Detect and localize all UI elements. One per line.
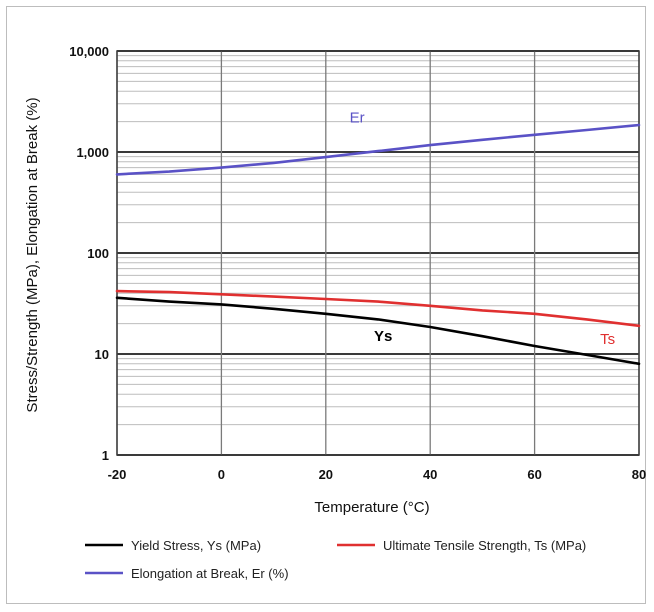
x-axis-label: Temperature (°C)	[314, 499, 429, 516]
y-tick-label: 1	[102, 448, 109, 463]
chart-frame: Ys Ts Er -20 0 20 40 60 80 1 10 100 1,000 10,000 Te…	[6, 6, 646, 604]
series-line-3	[115, 123, 641, 176]
x-tick-label: 0	[218, 467, 225, 482]
legend: Yield Stress, Ys (MPa) Ultimate Tensile S…	[85, 538, 586, 581]
plot-area	[116, 50, 640, 456]
y-tick-label: 100	[87, 246, 109, 261]
x-tick-label: 80	[632, 467, 646, 482]
minor-gridlines	[117, 55, 639, 426]
x-tick-label: 40	[423, 467, 437, 482]
y-tick-label: 10,000	[69, 44, 109, 59]
legend-label-3: Elongation at Break, Er (%)	[131, 566, 289, 581]
series-label-2: Ts	[600, 331, 615, 348]
x-axis-ticks: -20 0 20 40 60 80	[108, 467, 647, 482]
line-chart: Ys Ts Er -20 0 20 40 60 80 1 10 100 1,000 10,000 Te…	[24, 44, 647, 581]
series-labels: Ys Ts Er	[350, 110, 616, 349]
y-axis-label: Stress/Strength (MPa), Elongation at Bre…	[24, 97, 41, 412]
legend-label-2: Ultimate Tensile Strength, Ts (MPa)	[383, 538, 586, 553]
y-axis-ticks: 1 10 100 1,000 10,000	[69, 44, 109, 463]
y-tick-label: 1,000	[76, 145, 109, 160]
series-layer	[115, 123, 641, 366]
plot-border	[116, 50, 640, 456]
series-label-3: Er	[350, 110, 365, 127]
series-line-1	[115, 296, 641, 366]
series-label-1: Ys	[374, 328, 392, 345]
series-line-2	[115, 289, 641, 328]
y-tick-label: 10	[95, 347, 109, 362]
x-tick-label: 60	[527, 467, 541, 482]
x-tick-label: 20	[319, 467, 333, 482]
legend-label-1: Yield Stress, Ys (MPa)	[131, 538, 261, 553]
x-tick-label: -20	[108, 467, 127, 482]
